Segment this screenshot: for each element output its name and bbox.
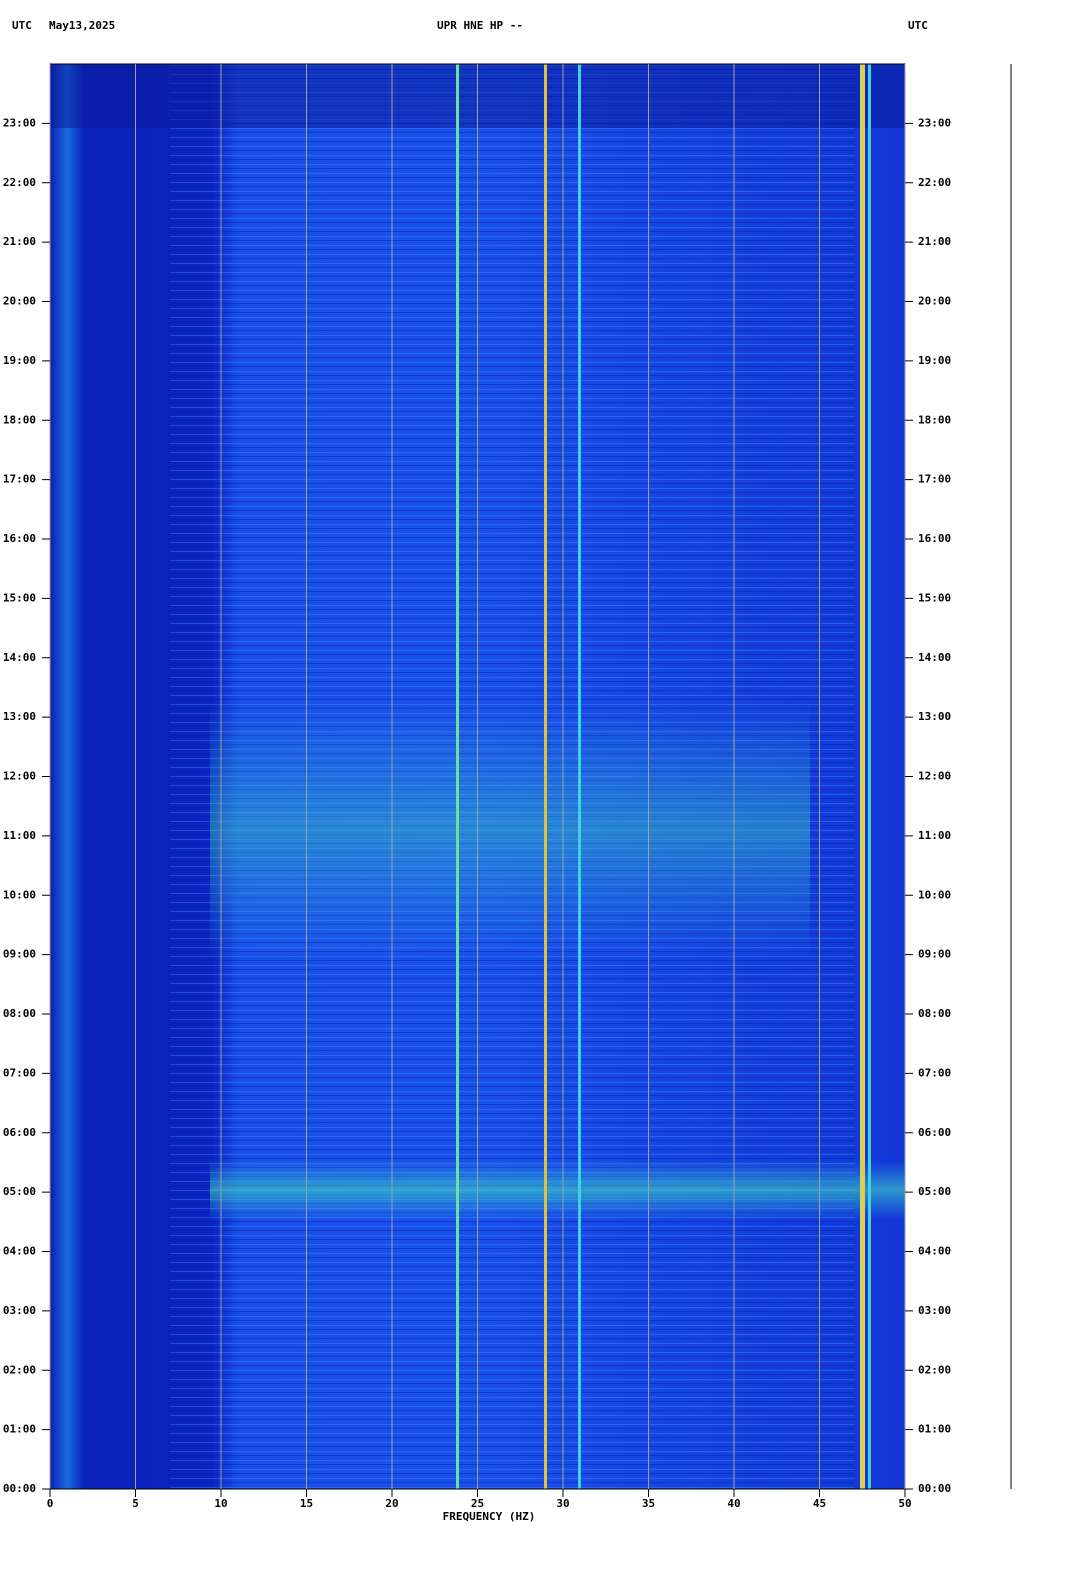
y-tick-label: 17:00 (3, 473, 36, 486)
y-tick-label-right: 08:00 (918, 1007, 951, 1020)
y-tick-label-right: 12:00 (918, 770, 951, 783)
x-tick-label: 45 (813, 1497, 826, 1510)
y-tick-label-right: 07:00 (918, 1066, 951, 1079)
y-tick-label: 23:00 (3, 116, 36, 129)
y-tick-label: 14:00 (3, 651, 36, 664)
y-tick-label: 05:00 (3, 1185, 36, 1198)
x-tick-label: 15 (300, 1497, 313, 1510)
y-tick-label-right: 01:00 (918, 1423, 951, 1436)
y-tick-label: 21:00 (3, 235, 36, 248)
y-tick-label-right: 03:00 (918, 1304, 951, 1317)
x-tick-label: 5 (132, 1497, 139, 1510)
y-tick-label-right: 16:00 (918, 532, 951, 545)
x-tick-label: 40 (727, 1497, 740, 1510)
x-tick-label: 30 (556, 1497, 569, 1510)
y-tick-label-right: 00:00 (918, 1482, 951, 1495)
y-tick-label-right: 02:00 (918, 1363, 951, 1376)
y-tick-label-right: 21:00 (918, 235, 951, 248)
y-tick-label: 12:00 (3, 770, 36, 783)
y-tick-label: 10:00 (3, 888, 36, 901)
right-label: UTC (908, 19, 928, 32)
y-tick-label-right: 13:00 (918, 710, 951, 723)
y-tick-label: 09:00 (3, 948, 36, 961)
x-tick-label: 10 (214, 1497, 227, 1510)
y-tick-label-right: 11:00 (918, 829, 951, 842)
y-tick-label: 01:00 (3, 1423, 36, 1436)
chart-title: UPR HNE HP -- (437, 19, 523, 32)
x-tick-label: 0 (47, 1497, 54, 1510)
y-tick-label: 13:00 (3, 710, 36, 723)
x-tick-label: 50 (898, 1497, 911, 1510)
y-tick-label-right: 09:00 (918, 948, 951, 961)
x-tick-label: 35 (642, 1497, 655, 1510)
left-label: UTC (12, 19, 32, 32)
x-axis-label: FREQUENCY (HZ) (443, 1510, 536, 1523)
y-tick-label: 00:00 (3, 1482, 36, 1495)
y-tick-label-right: 06:00 (918, 1126, 951, 1139)
y-tick-label-right: 15:00 (918, 591, 951, 604)
y-tick-label: 22:00 (3, 176, 36, 189)
y-tick-label-right: 19:00 (918, 354, 951, 367)
y-tick-label-right: 17:00 (918, 473, 951, 486)
y-tick-label: 16:00 (3, 532, 36, 545)
x-tick-label: 20 (385, 1497, 398, 1510)
date: May13,2025 (49, 19, 115, 32)
y-tick-label: 02:00 (3, 1363, 36, 1376)
y-tick-label: 11:00 (3, 829, 36, 842)
y-tick-label: 06:00 (3, 1126, 36, 1139)
y-tick-label-right: 20:00 (918, 295, 951, 308)
y-tick-label: 20:00 (3, 295, 36, 308)
y-tick-label: 03:00 (3, 1304, 36, 1317)
y-tick-label-right: 10:00 (918, 888, 951, 901)
x-tick-label: 25 (471, 1497, 484, 1510)
y-tick-label: 04:00 (3, 1245, 36, 1258)
y-tick-label-right: 04:00 (918, 1245, 951, 1258)
y-tick-label-right: 22:00 (918, 176, 951, 189)
y-tick-label: 08:00 (3, 1007, 36, 1020)
y-tick-label: 19:00 (3, 354, 36, 367)
y-tick-label: 15:00 (3, 591, 36, 604)
y-tick-label-right: 23:00 (918, 116, 951, 129)
y-tick-label-right: 14:00 (918, 651, 951, 664)
y-tick-label-right: 05:00 (918, 1185, 951, 1198)
y-tick-label: 18:00 (3, 413, 36, 426)
y-tick-label-right: 18:00 (918, 413, 951, 426)
y-tick-label: 07:00 (3, 1066, 36, 1079)
